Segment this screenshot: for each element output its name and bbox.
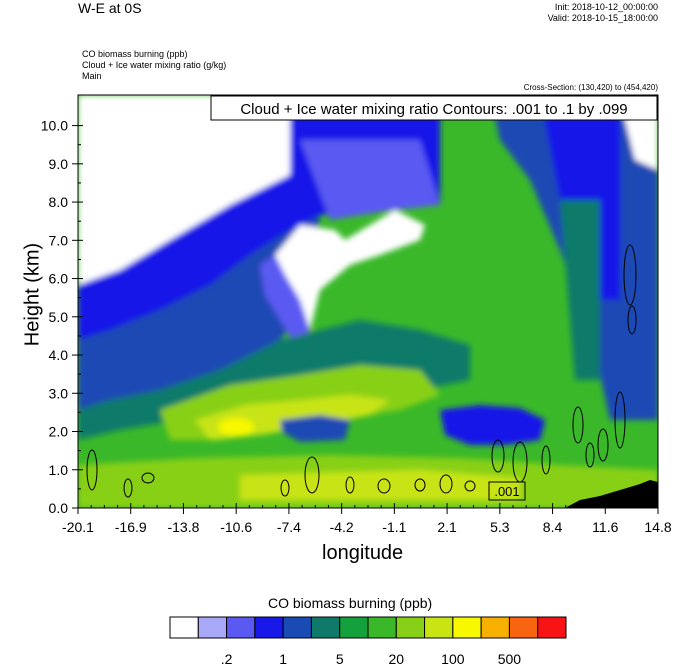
y-tick-label: 5.0 — [49, 309, 69, 325]
colorbar-label: .2 — [221, 651, 233, 667]
colorbar-swatch — [452, 616, 482, 639]
colorbar-title: CO biomass burning (ppb) — [268, 595, 433, 611]
y-tick-label: 8.0 — [49, 194, 69, 210]
colorbar-swatch — [480, 616, 510, 639]
x-tick-label: 11.6 — [592, 519, 618, 535]
y-tick-label: 6.0 — [49, 271, 69, 287]
colorbar-swatch — [367, 616, 397, 639]
colorbar-swatch — [395, 616, 426, 639]
colorbar: .2 1 5 20 100 500 — [169, 616, 567, 667]
y-tick-label: 2.0 — [49, 424, 69, 440]
x-tick-label: -7.4 — [277, 519, 301, 535]
init-time: Init: 2018-10-12_00:00:00 — [554, 2, 658, 12]
y-tick-label: 4.0 — [49, 347, 69, 363]
colorbar-label: 5 — [336, 651, 344, 667]
y-tick-label: 9.0 — [49, 156, 69, 172]
colorbar-swatch — [508, 616, 539, 639]
x-tick-label: -20.1 — [62, 519, 94, 535]
y-tick-label: 10.0 — [41, 118, 68, 134]
x-tick-label: -16.9 — [115, 519, 147, 535]
plot-title: W-E at 0S — [78, 0, 142, 16]
cloud-contours — [86, 244, 637, 498]
colorbar-label: 20 — [388, 651, 404, 667]
colorbar-swatch — [424, 616, 454, 639]
field-name-main: Main — [82, 71, 102, 81]
co-field-shading — [78, 95, 658, 508]
x-tick-label: 5.3 — [490, 519, 510, 535]
x-tick-label: -4.2 — [330, 519, 354, 535]
colorbar-swatch — [226, 616, 256, 639]
field-name-co: CO biomass burning (ppb) — [82, 49, 188, 59]
terrain-silhouette — [565, 480, 658, 508]
colorbar-label: 500 — [498, 651, 522, 667]
x-tick-label: 8.4 — [543, 519, 563, 535]
colorbar-swatch — [169, 616, 199, 639]
colorbar-swatch — [282, 616, 312, 639]
x-tick-label: -10.6 — [220, 519, 252, 535]
x-tick-label: -1.1 — [382, 519, 406, 535]
colorbar-swatch — [197, 616, 228, 639]
y-tick-label: 7.0 — [49, 232, 69, 248]
colorbar-swatch — [254, 616, 284, 639]
contour-value-label: .001 — [494, 484, 519, 499]
cross-section-label: Cross-Section: (130,420) to (454,420) — [523, 83, 658, 92]
valid-time: Valid: 2018-10-15_18:00:00 — [547, 13, 658, 23]
field-name-cloud: Cloud + Ice water mixing ratio (g/kg) — [82, 60, 227, 70]
colorbar-swatch — [537, 616, 567, 639]
y-axis-label: Height (km) — [21, 242, 44, 347]
y-tick-label: 3.0 — [49, 385, 69, 401]
x-tick-label: 14.8 — [644, 519, 671, 535]
x-axis: -20.1 -16.9 -13.8 -10.6 -7.4 -4.2 -1.1 2.1 5.3 8.… — [62, 503, 672, 535]
colorbar-swatch — [310, 616, 341, 639]
x-tick-label: 2.1 — [437, 519, 457, 535]
y-tick-label: 0.0 — [49, 500, 69, 516]
x-tick-label: -13.8 — [167, 519, 199, 535]
y-tick-label: 1.0 — [49, 462, 69, 478]
contour-info-title: Cloud + Ice water mixing ratio Contours:… — [240, 101, 627, 118]
colorbar-label: 1 — [279, 651, 287, 667]
colorbar-swatch — [339, 616, 369, 639]
x-axis-label: longitude — [322, 542, 404, 564]
colorbar-label: 100 — [441, 651, 465, 667]
y-axis: 0.0 1.0 2.0 3.0 4.0 5.0 6.0 7.0 8.0 9.0 10.0 — [41, 118, 83, 516]
